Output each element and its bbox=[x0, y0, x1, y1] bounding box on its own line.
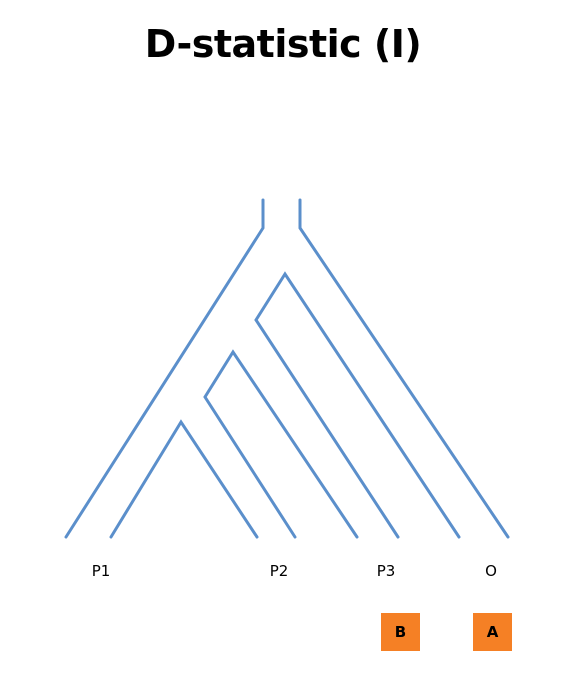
allele-box-o: A bbox=[473, 613, 512, 651]
p1-p2-clade-branch bbox=[109, 419, 259, 539]
taxon-label-p3: P3 bbox=[376, 562, 396, 580]
taxon-label-p1: P1 bbox=[91, 562, 111, 580]
taxon-label-p2: P2 bbox=[269, 562, 289, 580]
outer-left-branch bbox=[64, 198, 265, 539]
taxon-label-o: O bbox=[485, 562, 497, 580]
outer-right-branch bbox=[298, 198, 510, 539]
diagram-title: D-statistic (I) bbox=[144, 22, 422, 66]
allele-box-p3: B bbox=[381, 613, 420, 651]
p2-lineage-branch bbox=[203, 349, 359, 539]
p3-lineage-branch bbox=[254, 271, 461, 539]
